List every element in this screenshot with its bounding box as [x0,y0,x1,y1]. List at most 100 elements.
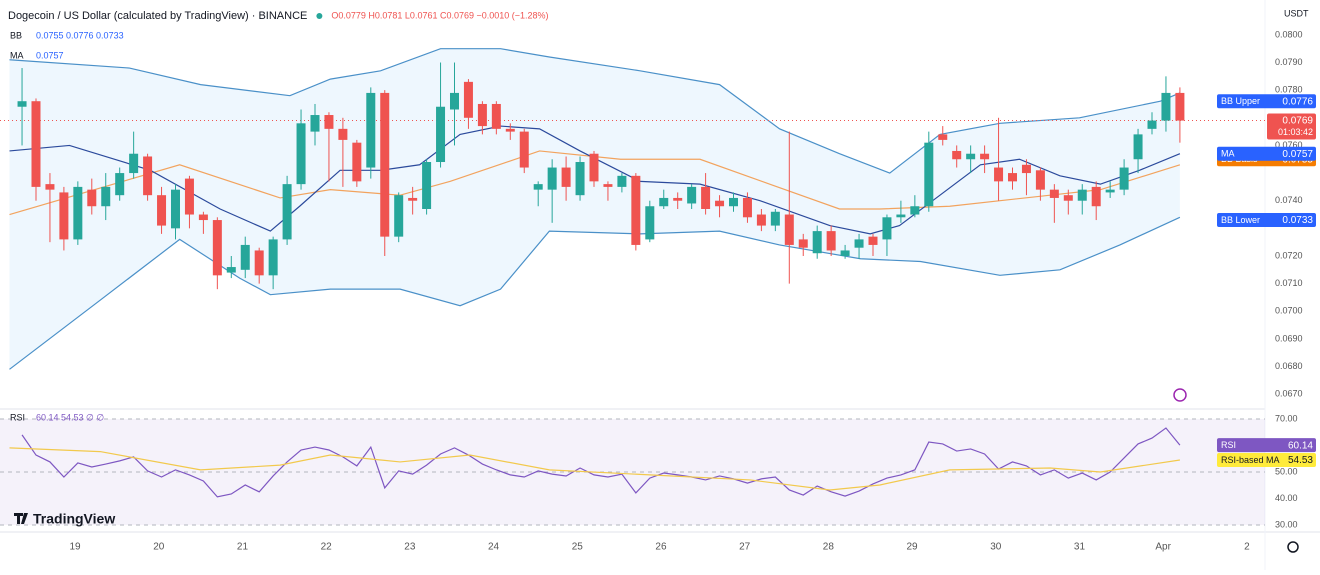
candle-body [87,189,97,207]
candle-body [868,236,878,245]
candle-body [966,153,976,160]
axis-tag-value: 0.0757 [1282,149,1313,160]
axis-tag-name: BB Upper [1221,96,1260,106]
x-tick-label: 31 [1074,542,1086,553]
candle-body [728,197,738,207]
y-tick-label: 0.0760 [1275,140,1303,150]
candle-body [310,115,320,132]
candle-body [394,195,404,237]
indicator-values: 0.0757 [36,50,64,60]
price-countdown: 01:03:42 [1278,127,1313,137]
candle-body [422,162,432,209]
y-tick-label: 0.0680 [1275,361,1303,371]
candle-body [770,211,780,226]
y-tick-label: 0.0790 [1275,57,1303,67]
y-tick-label: 70.00 [1275,413,1298,423]
candle-body [840,250,850,256]
y-tick-label: 0.0700 [1275,306,1303,316]
axis-tag-name: BB Lower [1221,215,1260,225]
candle-body [115,173,125,196]
axis-tag [1217,146,1316,161]
y-tick-label: 30.00 [1275,519,1298,529]
candle-body [143,156,153,196]
candle-body [226,267,236,273]
candle-body [715,200,725,207]
alert-icon[interactable] [1173,388,1187,402]
candle-body [631,175,641,245]
candle-body [17,101,27,107]
candle-body [994,167,1004,182]
candle-body [1063,195,1073,201]
indicator-line [9,150,1181,216]
candle-body [910,206,920,215]
y-tick-label: 0.0670 [1275,389,1303,399]
x-tick-label: 19 [69,542,81,553]
candle-body [519,131,529,168]
candle-body [198,214,208,221]
candle-body [952,150,962,160]
candle-body [463,81,473,118]
axis-tag-name: MA [1221,149,1235,159]
x-tick-label: Apr [1155,542,1171,553]
candle-body [575,162,585,196]
candle-body [938,134,948,140]
x-tick-label: 26 [655,542,667,553]
indicators [0,48,1265,526]
x-tick-label: 23 [404,542,416,553]
candle-body [352,142,362,182]
y-tick-label: 0.0690 [1275,333,1303,343]
candle-body [701,186,711,209]
candle-body [505,128,515,132]
axis-tag-value: 54.53 [1288,455,1313,466]
y-tick-label: 0.0800 [1275,29,1303,39]
candle-body [491,103,501,129]
candle-body [980,153,990,160]
candle-body [1147,120,1157,129]
axis-tag-name: RSI [1221,440,1236,450]
brand-name: TradingView [33,511,115,527]
candle-body [184,178,194,215]
indicator-name: MA [10,50,24,60]
axis-tag [1217,213,1316,228]
status-dot [316,13,323,19]
candle-body [282,184,292,240]
candle-body [449,92,459,110]
candle-body [380,92,390,237]
indicator-line [9,216,1181,370]
x-tick-label: 24 [488,542,500,553]
y-tick-label: 0.0780 [1275,85,1303,95]
candle-body [477,103,487,127]
candle-body [924,142,934,207]
settings-icon[interactable] [1287,541,1299,553]
candle-body [129,153,139,174]
candle-body [101,186,111,207]
candle-body [268,239,278,276]
candle-body [589,153,599,182]
indicator-line [9,48,1181,174]
axis-tag-name: RSI-based MA [1221,455,1280,465]
y-tick-label: 0.0710 [1275,278,1303,288]
candle-body [882,217,892,240]
y-tick-label: 0.0720 [1275,250,1303,260]
candle-body [659,197,669,207]
axis-tag-value: 0.0776 [1282,96,1313,107]
x-tick-label: 22 [321,542,333,553]
candle-body [45,184,55,190]
axis-tag-value: 60.14 [1288,440,1313,451]
y-tick-label: 0.0740 [1275,195,1303,205]
axis-tag [1217,94,1316,109]
x-tick-label: 30 [990,542,1002,553]
candle-body [1008,173,1018,182]
candle-body [798,239,808,248]
candle-body [784,214,794,245]
ohlc-legend: O0.0779 H0.0781 L0.0761 C0.0769 −0.0010 … [331,10,548,20]
x-tick-label: 20 [153,542,165,553]
x-tick-label: 2 [1244,542,1250,553]
price-tag-value: 0.0769 [1282,116,1313,127]
x-tick-label: 27 [739,542,751,553]
y-tick-label: 50.00 [1275,466,1298,476]
axis-tag-value: 0.0733 [1282,215,1313,226]
candle-body [1105,189,1115,193]
